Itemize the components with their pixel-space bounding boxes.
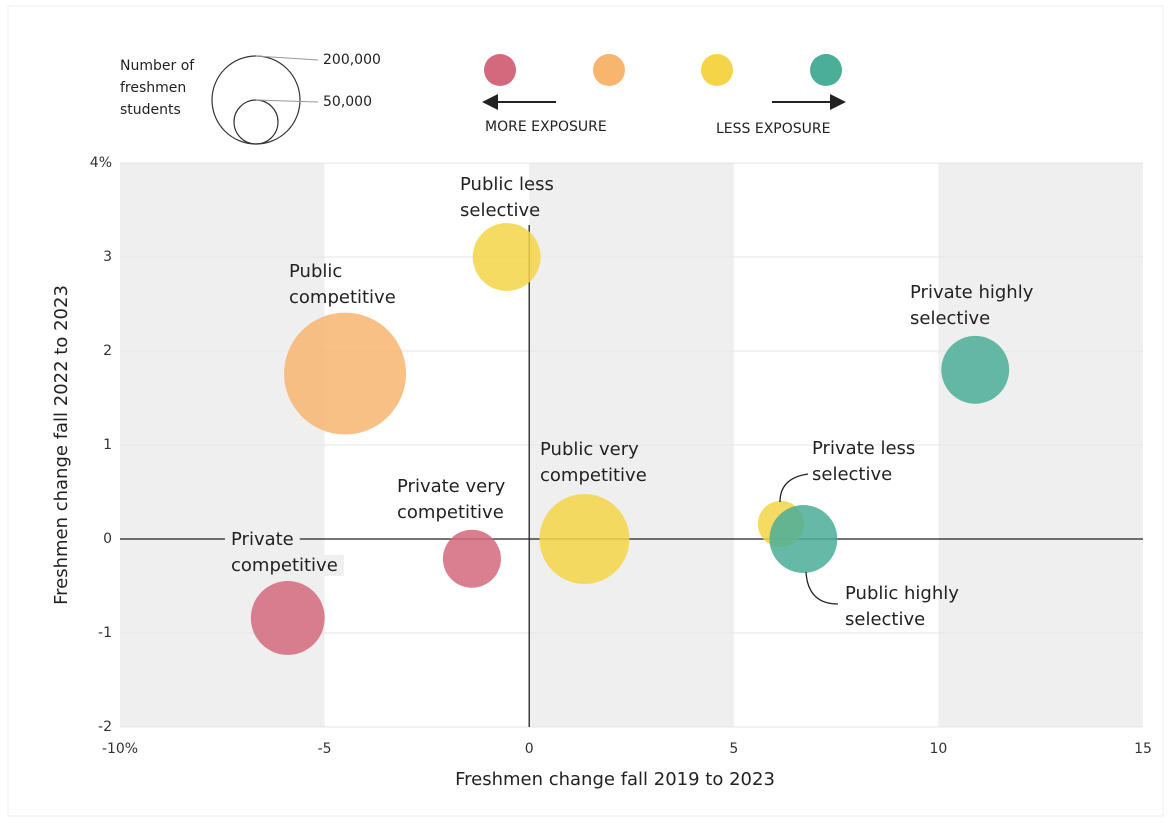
- plot-background: [120, 162, 1143, 728]
- exposure-swatch: [810, 54, 842, 86]
- x-tick-label: 5: [729, 741, 738, 757]
- y-tick-label: 1: [103, 437, 112, 453]
- bubble: [941, 335, 1010, 404]
- bubble-label: Public: [289, 261, 342, 282]
- bubble-label: competitive: [289, 287, 396, 308]
- bubble-label: Public less: [460, 174, 554, 195]
- x-tick-label: -5: [318, 741, 332, 757]
- bubble-label: Public very: [540, 439, 639, 460]
- bubble-label: Private less: [812, 438, 915, 459]
- y-tick-label: -2: [98, 719, 112, 735]
- y-tick-label: 0: [103, 531, 112, 547]
- label-bg: [225, 529, 300, 550]
- x-tick-label: 0: [525, 741, 534, 757]
- bubble-label: Public highly: [845, 583, 959, 604]
- exposure-swatch: [701, 54, 733, 86]
- bubble-label: selective: [460, 200, 540, 221]
- size-legend-title: students: [120, 102, 181, 118]
- bubble-label: Private highly: [910, 282, 1034, 303]
- leader-line: [805, 571, 839, 605]
- x-tick-label: -10%: [102, 741, 138, 757]
- bubble: [769, 505, 838, 573]
- size-legend-label: 50,000: [323, 94, 372, 110]
- bubble-label: competitive: [231, 555, 338, 576]
- less-exposure-label: LESS EXPOSURE: [716, 121, 830, 137]
- bubble: [539, 494, 630, 584]
- size-legend-title: freshmen: [120, 80, 186, 96]
- size-legend-leader: [255, 55, 319, 61]
- y-tick-label: 4%: [90, 155, 112, 171]
- bubble-label: competitive: [397, 502, 504, 523]
- more-exposure-label: MORE EXPOSURE: [485, 119, 607, 135]
- x-axis-label: Freshmen change fall 2019 to 2023: [455, 769, 775, 790]
- x-tick-label: 10: [929, 741, 947, 757]
- y-tick-label: 2: [103, 343, 112, 359]
- exposure-swatch: [484, 54, 516, 86]
- bubble: [472, 223, 541, 291]
- y-axis-label: Freshmen change fall 2022 to 2023: [51, 285, 72, 605]
- exposure-swatch: [593, 54, 625, 86]
- bubble-label: selective: [910, 308, 990, 329]
- label-bg: [225, 555, 344, 576]
- bubble-label: competitive: [540, 465, 647, 486]
- bubble-label: Private very: [397, 476, 506, 497]
- leader-line: [779, 473, 809, 503]
- y-tick-label: -1: [98, 625, 112, 641]
- bubble-label: selective: [812, 464, 892, 485]
- size-legend-title: Number of: [120, 58, 195, 74]
- bubble-label: selective: [845, 609, 925, 630]
- bubble: [250, 581, 325, 655]
- size-legend-label: 200,000: [323, 52, 381, 68]
- bubble-label: Private: [231, 529, 294, 550]
- x-tick-label: 15: [1134, 741, 1152, 757]
- size-legend-leader: [255, 99, 319, 103]
- bubble: [284, 312, 407, 435]
- bubble: [442, 529, 501, 588]
- y-tick-label: 3: [103, 249, 112, 265]
